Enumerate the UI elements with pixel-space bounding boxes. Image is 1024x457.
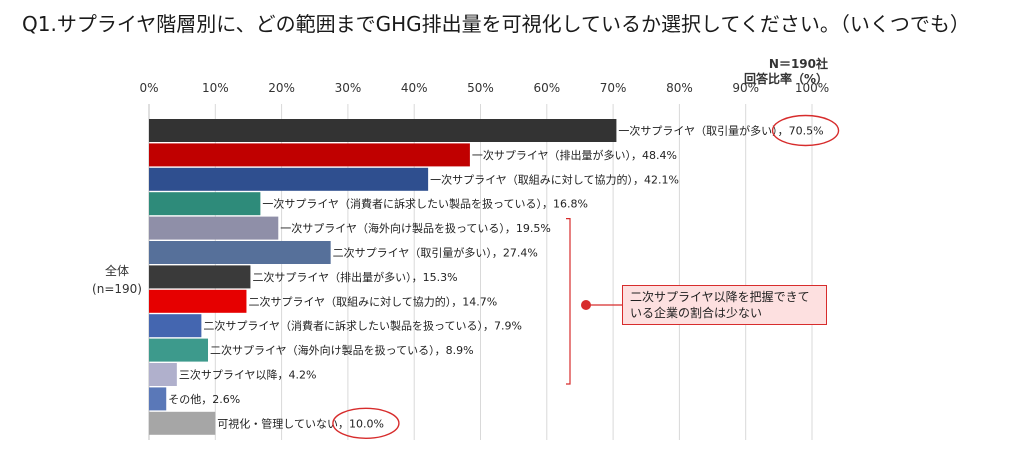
bar-data-label: 可視化・管理していない，10.0% [217, 416, 384, 430]
bar-labels: 一次サプライヤ（取引量が多い），70.5% 一次サプライヤ（排出量が多い），48.… [168, 124, 823, 431]
bar [149, 314, 202, 338]
page-title: Q1.サプライヤ階層別に、どの範囲までGHG排出量を可視化しているか選択してくだ… [22, 12, 970, 36]
bar-data-label: 一次サプライヤ（取引量が多い），70.5% [618, 124, 823, 138]
x-axis-ticks: 0% 10% 20% 30% 40% 50% 60% 70% 80% 90% 100% [139, 81, 829, 95]
unit-label: 回答比率（%） [743, 72, 828, 86]
bar-data-label: 一次サプライヤ（排出量が多い），48.4% [472, 148, 677, 162]
group-label: 全体 (n=190) [86, 262, 148, 298]
group-label-count: (n=190) [92, 282, 142, 296]
bar-data-label: 一次サプライヤ（取組みに対して協力的），42.1% [430, 172, 679, 186]
x-tick-label: 100% [795, 81, 829, 95]
bracket [566, 218, 571, 385]
bar [149, 192, 261, 216]
bar-data-label: 二次サプライヤ（消費者に訴求したい製品を扱っている），7.9% [203, 319, 522, 333]
x-tick-label: 0% [139, 81, 158, 95]
bar [149, 289, 247, 313]
bar [149, 216, 279, 240]
bar [149, 167, 429, 191]
annotations [332, 114, 840, 439]
sample-size-label: N＝190社 [768, 57, 828, 71]
bar-data-label: 二次サプライヤ（取引量が多い），27.4% [333, 246, 538, 260]
bar [149, 363, 177, 386]
group-label-name: 全体 [104, 264, 129, 278]
x-tick-label: 90% [732, 81, 759, 95]
bar-data-label: 二次サプライヤ（排出量が多い），15.3% [252, 270, 457, 284]
bar-data-label: 一次サプライヤ（海外向け製品を扱っている），19.5% [280, 221, 551, 235]
x-tick-label: 10% [202, 81, 229, 95]
x-tick-label: 50% [467, 81, 494, 95]
bar [149, 411, 216, 435]
x-tick-label: 30% [335, 81, 362, 95]
bar [149, 265, 251, 289]
bar-data-label: 二次サプライヤ（取組みに対して協力的），14.7% [248, 294, 497, 308]
bars [149, 119, 617, 435]
bar [149, 143, 470, 167]
x-tick-label: 60% [533, 81, 560, 95]
x-tick-label: 70% [600, 81, 627, 95]
bar-data-label: 二次サプライヤ（海外向け製品を扱っている），8.9% [210, 343, 474, 357]
highlight-ring [332, 407, 400, 439]
bar-data-label: 一次サプライヤ（消費者に訴求したい製品を扱っている），16.8% [262, 197, 588, 211]
x-tick-label: 40% [401, 81, 428, 95]
bar-data-label: 三次サプライヤ以降，4.2% [179, 368, 317, 382]
x-tick-label: 80% [666, 81, 693, 95]
callout-box: 二次サプライヤ以降を把握できている企業の割合は少ない [622, 285, 827, 325]
bar-data-label: その他，2.6% [168, 393, 240, 406]
x-tick-label: 20% [268, 81, 295, 95]
bar [149, 387, 167, 411]
highlight-ring [771, 114, 840, 147]
bar [149, 338, 209, 362]
bar [149, 119, 617, 142]
bar [149, 241, 331, 264]
